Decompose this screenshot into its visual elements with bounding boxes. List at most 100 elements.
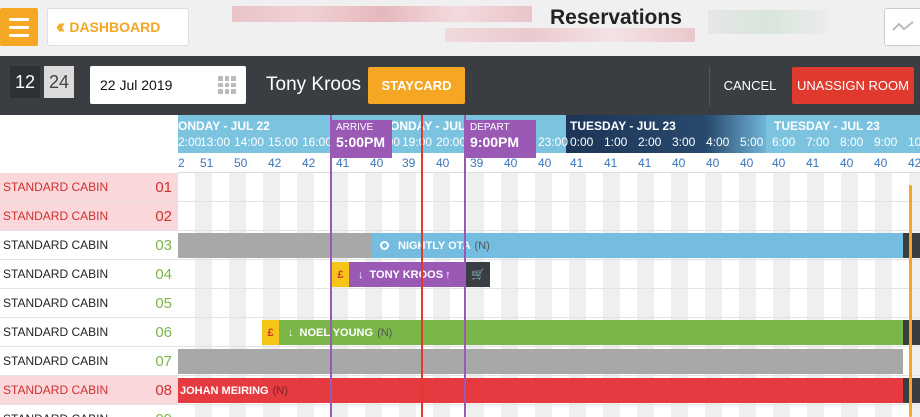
reservation-bar[interactable]: JOHAN MEIRING (N) <box>178 378 903 403</box>
availability-count: 40 <box>840 156 854 170</box>
hour-label: 5:00 <box>740 135 764 149</box>
depart-flag[interactable]: DEPART 9:00PM <box>464 120 536 158</box>
grid-row[interactable] <box>178 289 920 318</box>
arrive-flag[interactable]: ARRIVE 5:00PM <box>330 120 392 158</box>
redacted-text <box>445 28 695 42</box>
hour-label: 9:00 <box>874 135 898 149</box>
availability-count: 40 <box>874 156 888 170</box>
room-row[interactable]: STANDARD CABIN 04 <box>0 260 178 289</box>
staycard-button[interactable]: STAYCARD <box>368 67 465 104</box>
timeline: ONDAY - JUL 22 ONDAY - JUL 22 TUESDAY - … <box>178 115 920 417</box>
dashboard-button[interactable]: ‹‹ DASHBOARD <box>47 8 189 46</box>
redacted-text <box>708 10 828 34</box>
top-header: ‹‹ DASHBOARD Reservations <box>0 0 920 56</box>
hour-label: 0:00 <box>570 135 594 149</box>
grid-row[interactable] <box>178 173 920 202</box>
arrive-line[interactable] <box>330 115 332 417</box>
arrow-down-icon: ↓ <box>358 268 364 281</box>
divider <box>709 66 710 106</box>
date-picker[interactable]: 22 Jul 2019 <box>90 66 246 104</box>
pound-icon: £ <box>262 320 279 345</box>
availability-count: 39 <box>402 156 416 170</box>
hour-label: 13:00 <box>200 135 231 149</box>
grid-row[interactable] <box>178 405 920 417</box>
reservation-bar[interactable]: £ ↓ NOEL YOUNG (N) <box>262 320 903 345</box>
grid-row[interactable] <box>178 318 920 347</box>
arrow-down-icon: ↓ <box>288 326 294 339</box>
grid-row[interactable] <box>178 347 920 376</box>
hour-label: 20:00 <box>436 135 467 149</box>
dashboard-label: DASHBOARD <box>69 19 161 35</box>
calendar-grid-icon <box>218 76 236 94</box>
availability-count: 40 <box>772 156 786 170</box>
cart-button[interactable]: 🛒 <box>466 262 490 287</box>
hour-label: 6:00 <box>772 135 796 149</box>
grid-row[interactable] <box>178 202 920 231</box>
availability-count: 50 <box>234 156 248 170</box>
availability-count: 40 <box>672 156 686 170</box>
room-row[interactable]: STANDARD CABIN 05 <box>0 289 178 318</box>
room-row[interactable]: STANDARD CABIN 03 <box>0 231 178 260</box>
pound-icon: £ <box>332 262 349 287</box>
redacted-text <box>232 6 532 22</box>
availability-count: 41 <box>806 156 820 170</box>
guest-name: Tony Kroos <box>266 74 362 95</box>
grid-stripe <box>909 173 920 417</box>
availability-count: 41 <box>336 156 350 170</box>
grid-row[interactable] <box>178 376 920 405</box>
stats-button[interactable] <box>884 8 920 46</box>
double-chevron-left-icon: ‹‹ <box>56 15 66 38</box>
hour-label: 2:00 <box>638 135 662 149</box>
availability-count: 41 <box>638 156 652 170</box>
hour-label: 14:00 <box>234 135 265 149</box>
hour-label: 8:00 <box>840 135 864 149</box>
day-label: ONDAY - JUL 22 <box>390 119 482 133</box>
circle-icon <box>380 241 389 250</box>
hour-label: 19:00 <box>402 135 433 149</box>
toolbar: 12 24 22 Jul 2019 Tony Kroos STAYCARD CA… <box>0 56 920 115</box>
room-row[interactable]: STANDARD CABIN 08 <box>0 376 178 405</box>
reservation-bar-selected[interactable]: £ ↓ TONY KROOS ↑ <box>332 262 466 287</box>
timeline-header: ONDAY - JUL 22 ONDAY - JUL 22 TUESDAY - … <box>178 115 920 153</box>
room-row[interactable]: STANDARD CABIN 07 <box>0 347 178 376</box>
day-label: TUESDAY - JUL 23 <box>774 119 880 133</box>
room-row[interactable]: STANDARD CABIN09 <box>0 405 178 417</box>
grid-row[interactable] <box>178 231 920 260</box>
availability-count: 40 <box>706 156 720 170</box>
day-label: TUESDAY - JUL 23 <box>570 119 676 133</box>
availability-count: 41 <box>604 156 618 170</box>
blocked-bar[interactable] <box>178 349 903 374</box>
unassign-room-button[interactable]: UNASSIGN ROOM <box>792 67 914 104</box>
hour-label: 23:00 <box>538 135 569 149</box>
availability-count: 40 <box>370 156 384 170</box>
hour-label: 16:00 <box>302 135 333 149</box>
room-header-blank <box>0 115 178 173</box>
availability-count: 51 <box>200 156 214 170</box>
night-band <box>566 115 766 153</box>
room-row[interactable]: STANDARD CABIN 01 <box>0 173 178 202</box>
cancel-button[interactable]: CANCEL <box>723 78 777 93</box>
availability-count: 40 <box>740 156 754 170</box>
availability-count: 2 <box>178 156 185 170</box>
room-row[interactable]: STANDARD CABIN 02 <box>0 202 178 231</box>
hour-label: 3:00 <box>672 135 696 149</box>
room-list: STANDARD CABIN 01 STANDARD CABIN 02 STANDA… <box>0 173 178 417</box>
grid-row[interactable] <box>178 260 920 289</box>
cart-icon: 🛒 <box>471 269 485 281</box>
hamburger-icon <box>9 17 29 21</box>
arrow-up-icon: ↑ <box>445 268 451 281</box>
time-format-12-button[interactable]: 12 <box>10 66 40 98</box>
date-value: 22 Jul 2019 <box>100 77 173 93</box>
availability-count: 40 <box>504 156 518 170</box>
scroll-indicator[interactable] <box>909 185 912 417</box>
menu-button[interactable] <box>0 8 38 46</box>
page-title: Reservations <box>550 6 682 29</box>
depart-line[interactable] <box>464 115 466 417</box>
hour-label: 10 <box>908 135 920 149</box>
hour-label: 2:00 <box>178 135 202 149</box>
reservation-bar[interactable]: NIGHTLY OTA (N) <box>372 233 903 258</box>
availability-count: 40 <box>538 156 552 170</box>
hour-label: 7:00 <box>806 135 830 149</box>
time-format-24-button[interactable]: 24 <box>44 66 74 98</box>
room-row[interactable]: STANDARD CABIN 06 <box>0 318 178 347</box>
